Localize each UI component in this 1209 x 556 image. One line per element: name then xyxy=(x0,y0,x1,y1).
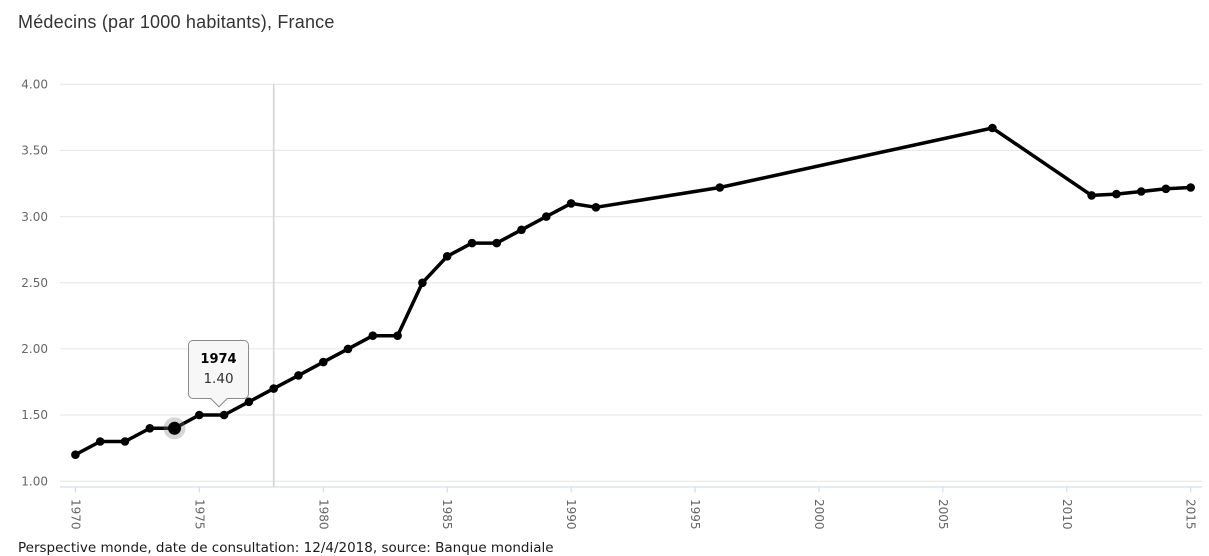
data-point-marker[interactable] xyxy=(294,371,303,380)
data-point-marker[interactable] xyxy=(120,437,130,446)
y-axis-label: 3.00 xyxy=(21,210,48,224)
data-point-marker[interactable] xyxy=(591,203,601,212)
x-axis-label: 2005 xyxy=(936,499,950,530)
data-point-marker[interactable] xyxy=(343,344,353,354)
data-point-marker[interactable] xyxy=(393,331,402,341)
data-point-marker[interactable] xyxy=(195,410,204,420)
data-point-marker[interactable] xyxy=(715,183,725,192)
x-axis-label: 1970 xyxy=(68,499,82,530)
y-axis-label: 1.50 xyxy=(21,408,48,422)
data-point-marker[interactable] xyxy=(1087,191,1096,200)
y-axis-label: 2.50 xyxy=(21,276,48,290)
data-point-marker[interactable] xyxy=(71,450,80,460)
source-attribution: Perspective monde, date de consultation:… xyxy=(18,540,554,556)
data-point-marker[interactable] xyxy=(1112,189,1121,199)
x-axis-label: 1975 xyxy=(192,499,206,530)
data-point-marker[interactable] xyxy=(1186,183,1195,192)
x-axis-label: 1990 xyxy=(564,499,578,530)
data-point-marker[interactable] xyxy=(442,251,452,261)
data-point-marker[interactable] xyxy=(542,212,551,221)
data-point-marker[interactable] xyxy=(368,331,378,341)
tooltip-value: 1.40 xyxy=(203,371,234,387)
x-axis-label: 2015 xyxy=(1184,499,1198,530)
data-point-marker[interactable] xyxy=(95,437,105,446)
chart-tooltip: 1974 1.40 xyxy=(188,340,249,407)
x-axis-label: 1985 xyxy=(440,499,454,530)
y-axis-label: 3.50 xyxy=(21,144,48,158)
y-axis-label: 2.00 xyxy=(21,342,48,356)
x-axis-label: 1980 xyxy=(316,499,330,530)
data-point-marker[interactable] xyxy=(244,397,254,407)
data-point-marker[interactable] xyxy=(319,357,328,367)
data-point-marker[interactable] xyxy=(467,238,477,248)
data-point-marker[interactable] xyxy=(418,278,427,288)
data-point-marker[interactable] xyxy=(219,410,229,420)
x-axis-label: 2000 xyxy=(812,499,826,530)
series-line xyxy=(73,126,1193,457)
data-point-marker[interactable] xyxy=(566,199,576,208)
data-point-marker[interactable] xyxy=(1136,187,1146,196)
x-axis-label: 2010 xyxy=(1060,499,1074,530)
tooltip-year: 1974 xyxy=(200,352,237,367)
hovered-data-point-marker[interactable] xyxy=(168,421,181,435)
data-point-marker[interactable] xyxy=(517,225,526,235)
y-axis-label: 1.00 xyxy=(21,474,48,488)
y-axis-label: 4.00 xyxy=(21,78,48,92)
data-point-marker[interactable] xyxy=(269,384,279,393)
data-point-marker[interactable] xyxy=(988,123,997,133)
data-point-marker[interactable] xyxy=(1161,184,1171,194)
x-axis-label: 1995 xyxy=(688,499,702,530)
data-point-marker[interactable] xyxy=(492,238,502,248)
chart-title: Médecins (par 1000 habitants), France xyxy=(18,12,335,32)
data-point-marker[interactable] xyxy=(145,424,155,433)
